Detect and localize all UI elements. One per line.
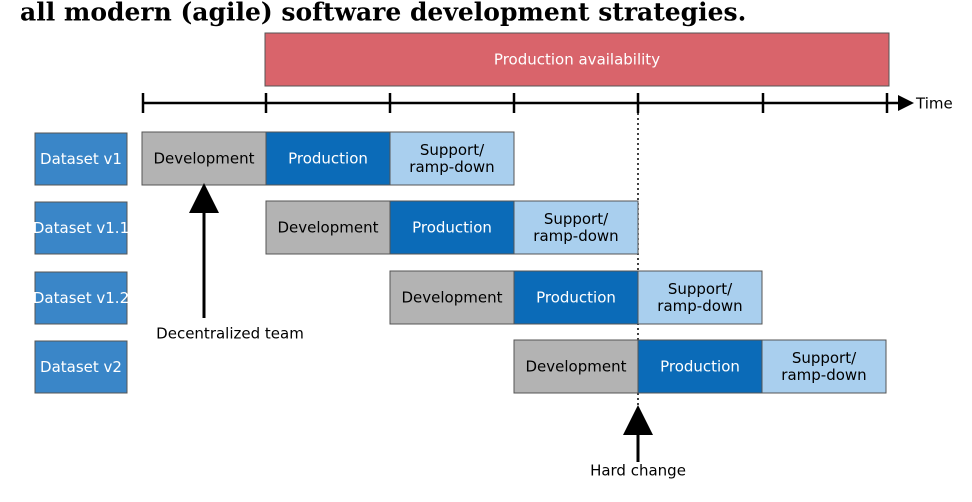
phase-label-line: Development bbox=[402, 288, 503, 306]
decentralized-label: Decentralized team bbox=[156, 325, 304, 343]
phase-label-line: Development bbox=[154, 149, 255, 167]
phase-label-line: Production bbox=[288, 149, 368, 167]
phase-label-line: Development bbox=[278, 218, 379, 236]
banner-label: Production availability bbox=[494, 51, 660, 69]
phase-box bbox=[265, 131, 391, 186]
timeline-label: Time bbox=[915, 95, 953, 113]
header-text: all modern (agile) software development … bbox=[20, 0, 746, 27]
phase-label-line: ramp-down bbox=[781, 366, 866, 384]
phase-label-line: Support/ bbox=[668, 280, 733, 298]
phase-label: Support/ramp-down bbox=[533, 210, 618, 245]
phase-box bbox=[513, 200, 639, 255]
dataset-label: Dataset v2 bbox=[40, 358, 122, 376]
phase-label: Production bbox=[412, 218, 492, 236]
dataset-box bbox=[34, 340, 128, 394]
phase-label-line: Support/ bbox=[420, 141, 485, 159]
dataset-box bbox=[34, 201, 128, 255]
phase-box bbox=[389, 200, 515, 255]
phase-box bbox=[389, 270, 515, 325]
phase-label: Development bbox=[526, 357, 627, 375]
dataset-label: Dataset v1.1 bbox=[33, 219, 129, 237]
dataset-box bbox=[34, 271, 128, 325]
phase-box bbox=[513, 270, 639, 325]
timeline-arrow bbox=[898, 95, 914, 111]
phase-box bbox=[637, 270, 763, 325]
phase-label: Production bbox=[288, 149, 368, 167]
phase-label: Development bbox=[154, 149, 255, 167]
phase-label: Support/ramp-down bbox=[657, 280, 742, 315]
phase-label: Production bbox=[536, 288, 616, 306]
phase-label: Development bbox=[402, 288, 503, 306]
banner bbox=[264, 32, 890, 87]
phase-label: Support/ramp-down bbox=[409, 141, 494, 176]
phase-label-line: Support/ bbox=[544, 210, 609, 228]
phase-label: Production bbox=[660, 357, 740, 375]
phase-label-line: Production bbox=[536, 288, 616, 306]
phase-box bbox=[761, 339, 887, 394]
phase-label-line: Support/ bbox=[792, 349, 857, 367]
dataset-label: Dataset v1 bbox=[40, 150, 122, 168]
phase-label: Support/ramp-down bbox=[781, 349, 866, 384]
hard-change-label: Hard change bbox=[590, 462, 686, 480]
phase-label-line: Production bbox=[412, 218, 492, 236]
dataset-label: Dataset v1.2 bbox=[33, 289, 129, 307]
phase-label-line: ramp-down bbox=[533, 227, 618, 245]
phase-label: Development bbox=[278, 218, 379, 236]
phase-box bbox=[141, 131, 267, 186]
phase-box bbox=[389, 131, 515, 186]
phase-label-line: ramp-down bbox=[409, 158, 494, 176]
phase-label-line: Production bbox=[660, 357, 740, 375]
phase-label-line: Development bbox=[526, 357, 627, 375]
dataset-box bbox=[34, 132, 128, 186]
phase-label-line: ramp-down bbox=[657, 297, 742, 315]
